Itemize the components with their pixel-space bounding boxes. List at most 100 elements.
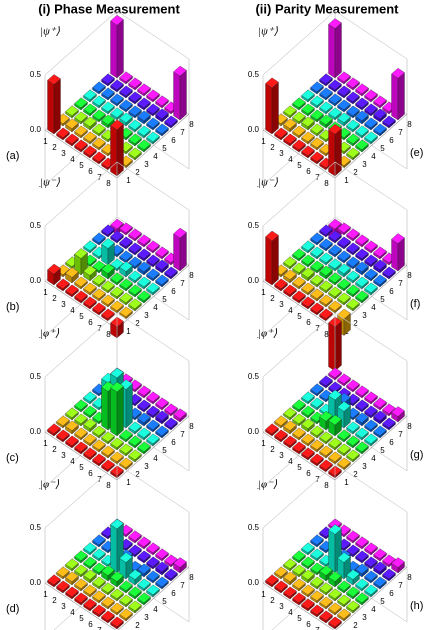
col-tick-label: 1 bbox=[126, 478, 131, 487]
bar bbox=[310, 274, 324, 288]
z-tick-label: 0.0 bbox=[248, 276, 260, 285]
bar bbox=[283, 284, 297, 298]
bar-top bbox=[346, 600, 360, 611]
bar-top bbox=[346, 228, 360, 239]
row-tick-label: 1 bbox=[261, 439, 266, 448]
bar bbox=[110, 437, 124, 451]
bar bbox=[83, 296, 97, 310]
col-tick-label: 6 bbox=[389, 136, 394, 145]
bar-top bbox=[373, 397, 387, 408]
bar bbox=[274, 127, 288, 141]
bar bbox=[137, 592, 151, 606]
bar-top bbox=[128, 421, 142, 432]
bar-side bbox=[334, 22, 342, 79]
bar bbox=[382, 568, 396, 582]
row-tick-label: 2 bbox=[52, 143, 57, 152]
bar-top bbox=[346, 379, 360, 390]
bar bbox=[310, 590, 324, 604]
col-tick-label: 8 bbox=[189, 271, 194, 280]
row-tick-label: 6 bbox=[306, 469, 311, 478]
bar-top bbox=[155, 548, 169, 559]
bar bbox=[137, 578, 151, 592]
bar-top bbox=[355, 110, 369, 121]
z-tick-label: 0.5 bbox=[30, 70, 42, 79]
grid-line bbox=[44, 271, 190, 337]
bar-top bbox=[355, 427, 369, 438]
bar bbox=[364, 282, 378, 296]
bar bbox=[110, 381, 124, 437]
bar-top bbox=[155, 108, 169, 119]
bar-top bbox=[83, 405, 97, 416]
bar bbox=[74, 413, 88, 427]
col-tick-label: 4 bbox=[371, 152, 376, 161]
panel-label: (g) bbox=[410, 449, 423, 461]
bar-top bbox=[92, 453, 106, 464]
bar bbox=[328, 316, 342, 372]
bar-top bbox=[74, 564, 88, 575]
bar bbox=[83, 433, 97, 447]
panel-title: |φ⁺⟩ bbox=[40, 328, 60, 340]
bar-top bbox=[65, 267, 79, 278]
row-tick-label: 3 bbox=[61, 451, 66, 460]
bar bbox=[310, 109, 324, 123]
bar-top bbox=[137, 110, 151, 121]
bar bbox=[155, 410, 169, 425]
bar bbox=[292, 276, 306, 290]
bar-top bbox=[110, 230, 124, 241]
bar bbox=[146, 117, 160, 131]
bar-top bbox=[65, 558, 79, 569]
bar bbox=[137, 234, 151, 248]
bar bbox=[328, 616, 342, 630]
bar-top bbox=[328, 437, 342, 448]
bar-top bbox=[274, 429, 288, 440]
bar bbox=[328, 230, 342, 244]
bar-top bbox=[346, 270, 360, 281]
bar-top bbox=[301, 542, 315, 553]
bar-top bbox=[292, 139, 306, 150]
bar-top bbox=[92, 548, 106, 559]
row-tick-label: 1 bbox=[261, 590, 266, 599]
bar-top bbox=[83, 116, 97, 127]
col-tick-label: 6 bbox=[389, 589, 394, 598]
row-tick-label: 4 bbox=[288, 608, 293, 617]
bar bbox=[373, 576, 387, 590]
bar bbox=[92, 81, 106, 95]
bar bbox=[301, 569, 315, 584]
bar bbox=[101, 445, 115, 459]
bar-front bbox=[328, 129, 336, 177]
bar bbox=[364, 584, 378, 598]
bar-top bbox=[337, 443, 351, 454]
bar bbox=[346, 435, 360, 449]
bar bbox=[56, 580, 70, 594]
bar bbox=[355, 261, 369, 276]
bar-top bbox=[128, 569, 142, 580]
bar-top bbox=[101, 431, 115, 442]
bar bbox=[310, 534, 324, 548]
bar-top bbox=[92, 439, 106, 450]
bar-top bbox=[74, 427, 88, 438]
panel-title: |ψ⁺⟩ bbox=[40, 26, 61, 38]
bar-top bbox=[110, 437, 124, 448]
bar-top bbox=[373, 561, 387, 572]
bar-top bbox=[110, 300, 124, 311]
bar-top bbox=[101, 224, 115, 235]
bar-top bbox=[110, 258, 124, 269]
row-tick-label: 3 bbox=[279, 300, 284, 309]
bar-top bbox=[128, 530, 142, 541]
bar-side bbox=[271, 234, 279, 286]
bar-side bbox=[125, 383, 133, 429]
bar-top bbox=[164, 266, 178, 277]
bar bbox=[301, 89, 315, 103]
bar bbox=[328, 18, 342, 79]
bar-top bbox=[310, 548, 324, 559]
bar-top bbox=[301, 116, 315, 127]
z-tick-label: 0.5 bbox=[30, 221, 42, 230]
bar-top bbox=[155, 561, 169, 572]
bar-top bbox=[83, 391, 97, 402]
bar-top bbox=[391, 233, 405, 244]
bar-top bbox=[346, 569, 360, 580]
bar-top bbox=[355, 248, 369, 259]
bar-top bbox=[173, 557, 187, 568]
bar bbox=[283, 118, 297, 133]
bar-top bbox=[355, 83, 369, 94]
